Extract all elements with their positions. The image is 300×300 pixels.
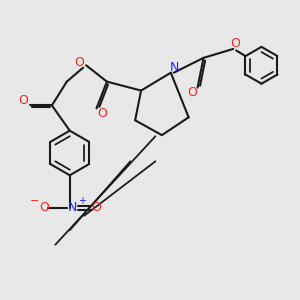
Text: O: O — [187, 86, 197, 99]
Text: +: + — [78, 196, 86, 206]
Text: N: N — [170, 61, 179, 74]
Text: O: O — [40, 202, 50, 214]
Text: N: N — [68, 202, 77, 214]
Text: O: O — [230, 37, 240, 50]
Text: O: O — [92, 202, 101, 214]
Text: O: O — [18, 94, 28, 107]
Text: O: O — [75, 56, 85, 69]
Text: O: O — [98, 107, 107, 120]
Text: −: − — [29, 196, 39, 206]
